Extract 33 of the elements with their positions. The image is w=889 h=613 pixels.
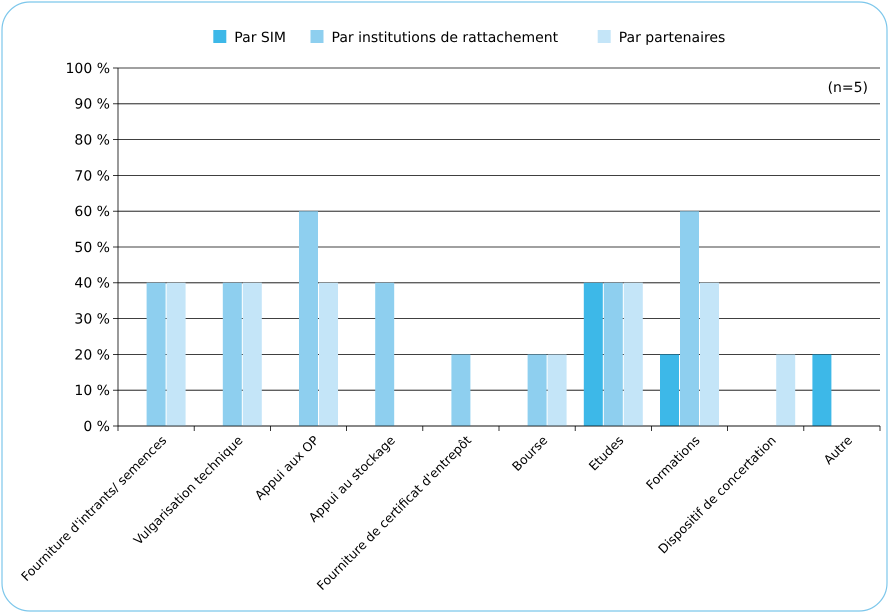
y-tick-label: 20 %	[74, 347, 110, 364]
y-tick-label: 50 %	[74, 240, 110, 256]
bar	[319, 282, 338, 426]
y-tick-label: 70 %	[74, 168, 110, 184]
y-tick-label: 40 %	[74, 276, 110, 292]
bar	[548, 354, 567, 426]
bar	[624, 282, 643, 426]
bar	[680, 211, 699, 426]
bar	[700, 282, 719, 426]
legend-label: Par institutions de rattachement	[332, 30, 559, 46]
bar	[584, 282, 603, 426]
y-tick-label: 30 %	[74, 312, 110, 328]
y-tick-label: 0 %	[83, 418, 110, 435]
bar	[812, 354, 832, 426]
bar	[660, 354, 679, 426]
bar	[451, 354, 470, 426]
y-tick-label: 100 %	[66, 60, 110, 77]
bar	[528, 354, 547, 426]
bar	[166, 282, 186, 426]
bar	[222, 282, 242, 426]
legend-label: Par SIM	[234, 30, 286, 46]
bar	[604, 282, 623, 426]
annotation: (n=5)	[828, 80, 868, 96]
y-tick-label: 90 %	[74, 96, 110, 113]
y-tick-label: 60 %	[74, 204, 110, 220]
legend-label: Par partenaires	[618, 30, 726, 46]
bar	[375, 282, 394, 426]
y-tick-label: 10 %	[74, 383, 110, 400]
bar	[776, 354, 796, 426]
y-tick-label: 80 %	[74, 132, 110, 148]
bar	[299, 211, 318, 426]
bar	[146, 282, 166, 426]
bar	[242, 282, 262, 426]
